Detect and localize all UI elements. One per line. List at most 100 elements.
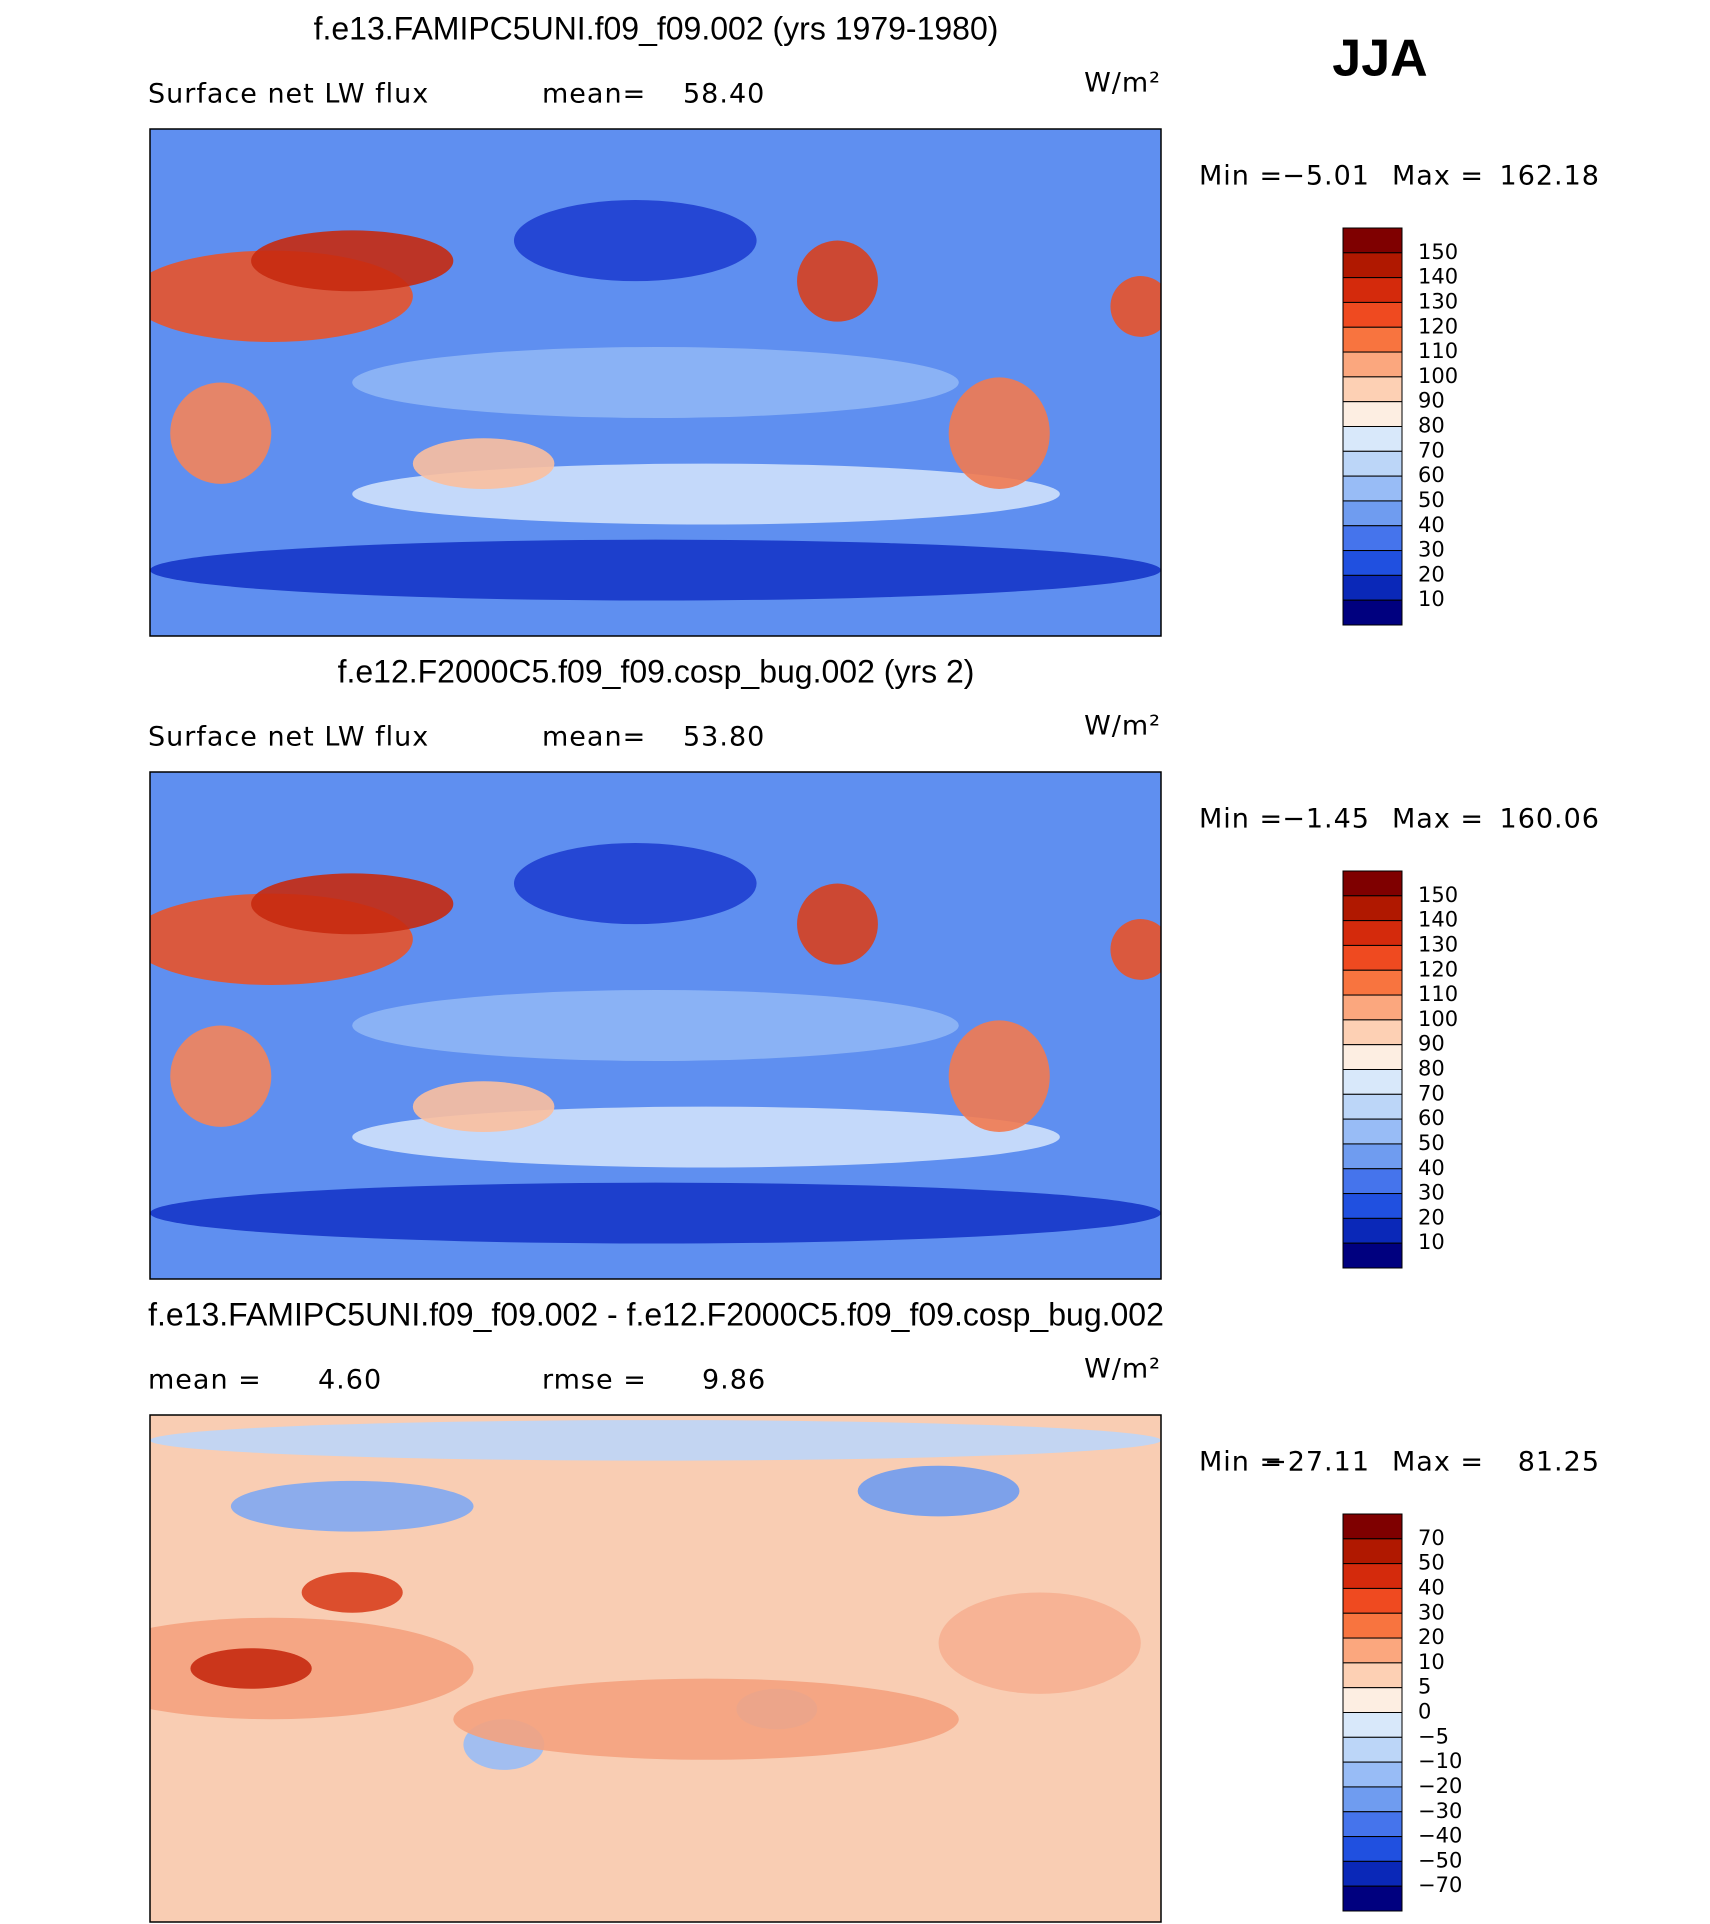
colorbar-box <box>1342 574 1403 601</box>
map-region <box>797 240 878 322</box>
max-label: Max = <box>1392 1447 1484 1478</box>
colorbar-box <box>1342 920 1403 946</box>
colorbar-label: −30 <box>1418 1799 1462 1823</box>
colorbar-box <box>1342 475 1403 502</box>
colorbar-label: 30 <box>1418 1600 1445 1624</box>
colorbar-label: 150 <box>1418 883 1458 907</box>
colorbar-box <box>1342 1217 1403 1244</box>
colorbar-label: 70 <box>1418 1081 1445 1105</box>
colorbar-label: 10 <box>1418 1650 1445 1674</box>
map-region <box>251 230 454 292</box>
map-region <box>352 347 959 418</box>
colorbar-label: 130 <box>1418 289 1458 313</box>
map-region <box>948 377 1050 489</box>
stat-label: rmse = <box>542 1365 647 1396</box>
colorbar-box <box>1342 1662 1403 1689</box>
units: W/m² <box>1084 711 1161 742</box>
colorbar-box <box>1342 895 1403 922</box>
colorbar-box <box>1342 1118 1403 1145</box>
colorbar-box <box>1342 1836 1403 1862</box>
colorbar-label: −70 <box>1418 1873 1462 1897</box>
colorbar-box <box>1342 1538 1403 1565</box>
map-region <box>412 438 555 489</box>
max-value: 81.25 <box>1518 1447 1600 1478</box>
min-label: Min = <box>1199 1447 1283 1478</box>
colorbar-label: −40 <box>1418 1824 1462 1848</box>
map-region <box>301 1572 403 1613</box>
colorbar-box <box>1342 1811 1403 1838</box>
colorbar-box <box>1342 1687 1403 1713</box>
colorbar-label: 30 <box>1418 1181 1445 1205</box>
panel: f.e13.FAMIPC5UNI.f09_f09.002 - f.e12.F20… <box>148 1296 1600 1923</box>
colorbar-box <box>1342 550 1403 576</box>
stat-label: mean= <box>542 79 646 110</box>
colorbar-box <box>1342 870 1403 897</box>
colorbar-label: 30 <box>1418 538 1445 562</box>
max-value: 160.06 <box>1500 804 1600 835</box>
colorbar-label: 110 <box>1418 982 1458 1006</box>
colorbar-label: 40 <box>1418 513 1445 537</box>
left-label: Surface net LW flux <box>148 79 429 110</box>
colorbar-label: 80 <box>1418 414 1445 438</box>
colorbar-box <box>1342 1168 1403 1195</box>
colorbar-box <box>1342 1019 1403 1046</box>
map-region <box>170 1025 272 1127</box>
colorbar-box <box>1342 1885 1403 1912</box>
colorbar-box <box>1342 1860 1403 1887</box>
colorbar-label: 110 <box>1418 339 1458 363</box>
colorbar-label: −20 <box>1418 1774 1462 1798</box>
colorbar-box <box>1342 599 1403 626</box>
map-frame <box>149 128 1162 637</box>
left-label: mean = <box>148 1365 262 1396</box>
map-region <box>230 1480 474 1532</box>
colorbar-label: 20 <box>1418 562 1445 586</box>
map-region <box>1110 276 1161 337</box>
panel-title: f.e13.FAMIPC5UNI.f09_f09.002 - f.e12.F20… <box>148 1296 1164 1332</box>
map-region <box>412 1081 555 1132</box>
colorbar-box <box>1342 1563 1403 1589</box>
max-label: Max = <box>1392 161 1484 192</box>
colorbar-box <box>1342 994 1403 1021</box>
stat-label: mean= <box>542 722 646 753</box>
colorbar-label: 5 <box>1418 1675 1431 1699</box>
colorbar-label: 80 <box>1418 1057 1445 1081</box>
colorbar-box <box>1342 1761 1403 1788</box>
colorbar-box <box>1342 944 1403 971</box>
colorbar-label: 40 <box>1418 1156 1445 1180</box>
colorbar-box <box>1342 1612 1403 1639</box>
left-label: Surface net LW flux <box>148 722 429 753</box>
units: W/m² <box>1084 1354 1161 1385</box>
map-region <box>513 199 757 282</box>
map-region <box>150 539 1161 601</box>
min-value: −5.01 <box>1282 161 1370 192</box>
map <box>150 129 1161 636</box>
colorbar-label: 90 <box>1418 389 1445 413</box>
colorbar-box <box>1342 351 1403 378</box>
colorbar-label: 70 <box>1418 1526 1445 1550</box>
colorbar-box <box>1342 1712 1403 1738</box>
map-region <box>948 1020 1050 1132</box>
colorbar-box <box>1342 1587 1403 1614</box>
colorbar-box <box>1342 1093 1403 1120</box>
season-label: JJA <box>1332 30 1427 88</box>
stat-value: 53.80 <box>683 722 765 753</box>
colorbar-label: 120 <box>1418 314 1458 338</box>
map <box>150 1415 1161 1922</box>
min-value: −27.11 <box>1264 1447 1370 1478</box>
colorbar-label: 130 <box>1418 932 1458 956</box>
max-label: Max = <box>1392 804 1484 835</box>
map-region <box>251 873 454 935</box>
colorbar-box <box>1342 1044 1403 1070</box>
max-value: 162.18 <box>1500 161 1600 192</box>
colorbar-box <box>1342 376 1403 403</box>
colorbar-label: 0 <box>1418 1700 1431 1724</box>
colorbar-box <box>1342 252 1403 279</box>
colorbar-box <box>1342 227 1403 254</box>
colorbar-box <box>1342 969 1403 996</box>
colorbar-label: 60 <box>1418 463 1445 487</box>
panel: f.e12.F2000C5.f09_f09.cosp_bug.002 (yrs … <box>148 653 1600 1280</box>
colorbar-label: 50 <box>1418 1551 1445 1575</box>
colorbar-label: 140 <box>1418 265 1458 289</box>
colorbar-label: 40 <box>1418 1575 1445 1599</box>
